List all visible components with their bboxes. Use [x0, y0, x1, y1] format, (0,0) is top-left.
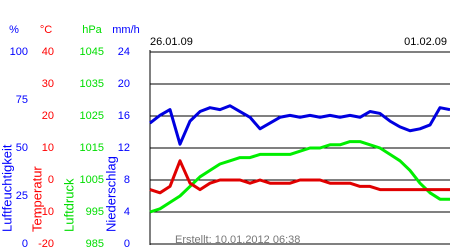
y-tick-label: 1035	[80, 78, 104, 90]
y-tick-label: 0	[48, 174, 54, 186]
axis-name: Niederschlag	[103, 156, 118, 232]
axis-unit: °C	[40, 24, 52, 36]
y-tick-label: 40	[42, 46, 54, 58]
y-tick-label: 25	[16, 190, 28, 202]
y-tick-label: 50	[16, 142, 28, 154]
end-date: 01.02.09	[404, 36, 447, 48]
axis-unit: mm/h	[112, 24, 140, 36]
y-tick-label: 0	[22, 238, 28, 250]
y-tick-label: 20	[42, 110, 54, 122]
series-line	[149, 159, 450, 195]
axis-name: Temperatur	[29, 166, 44, 232]
y-tick-label: 75	[16, 94, 28, 106]
y-tick-label: 24	[118, 46, 130, 58]
axis-unit: %	[9, 24, 19, 36]
series-line	[149, 104, 450, 146]
start-date: 26.01.09	[150, 36, 193, 48]
y-tick-label: -20	[38, 238, 54, 250]
y-tick-label: 20	[118, 78, 130, 90]
y-tick-label: 4	[124, 206, 130, 218]
y-tick-label: 1015	[80, 142, 104, 154]
series-line	[149, 140, 450, 214]
y-tick-label: 16	[118, 110, 130, 122]
y-tick-label: 8	[124, 174, 130, 186]
footer: Erstellt: 10.01.2012 06:38	[175, 234, 300, 246]
y-tick-label: 10	[42, 142, 54, 154]
axis-unit: hPa	[82, 24, 102, 36]
y-tick-label: 1005	[80, 174, 104, 186]
y-tick-label: 995	[86, 206, 104, 218]
axis-name: Luftdruck	[61, 178, 76, 232]
y-tick-label: 30	[42, 78, 54, 90]
axis-name: Luftfeuchtigkeit	[0, 144, 14, 232]
y-tick-label: 0	[124, 238, 130, 250]
y-tick-label: 1045	[80, 46, 104, 58]
y-tick-label: 985	[86, 238, 104, 250]
y-tick-label: -10	[38, 206, 54, 218]
y-tick-label: 1025	[80, 110, 104, 122]
y-tick-label: 100	[10, 46, 28, 58]
y-tick-label: 12	[118, 142, 130, 154]
